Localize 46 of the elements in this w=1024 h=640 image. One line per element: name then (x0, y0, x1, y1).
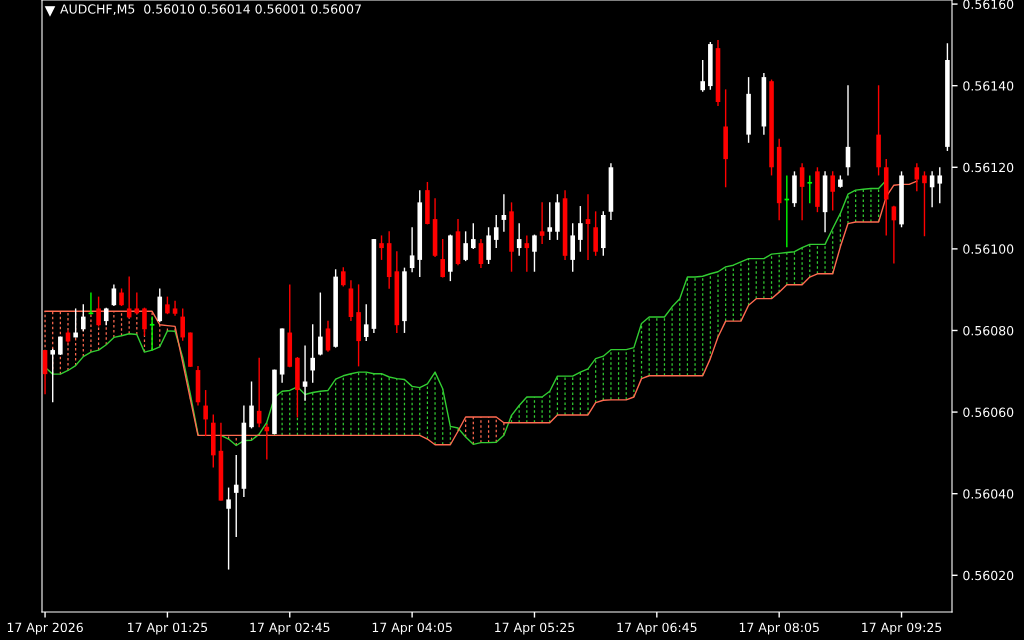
y-tick-label: 0.56080 (963, 325, 1014, 336)
candlestick (914, 162, 920, 193)
x-tick-label: 17 Apr 01:25 (128, 622, 208, 635)
x-tick-label: 17 Apr 08:05 (739, 622, 819, 635)
y-tick-label: 0.56160 (963, 0, 1014, 10)
candlestick (226, 486, 231, 571)
candlestick (532, 233, 537, 273)
y-tick-label: 0.56020 (963, 570, 1014, 581)
candlestick (409, 226, 415, 273)
candlestick (203, 389, 208, 437)
x-tick-label: 17 Apr 05:25 (495, 622, 575, 635)
x-tick-label: 17 Apr 02:45 (250, 622, 330, 635)
candlestick (830, 170, 835, 212)
candlestick (363, 303, 369, 342)
candlestick (493, 214, 499, 249)
x-tick-label: 17 Apr 2026 (7, 622, 83, 635)
candlestick (249, 380, 254, 430)
candlestick (501, 193, 507, 233)
y-tick-label: 0.56120 (963, 162, 1014, 173)
candlestick (700, 59, 705, 93)
candlestick (547, 201, 553, 241)
y-tick-label: 0.56140 (963, 81, 1014, 91)
candlestick (922, 170, 927, 237)
candlestick (806, 174, 813, 204)
candlestick (256, 357, 262, 428)
candlestick (524, 234, 530, 273)
y-tick-label: 0.56040 (963, 489, 1014, 499)
candlestick (379, 234, 384, 261)
candlestick (440, 238, 445, 279)
y-tick-label: 0.56100 (963, 244, 1014, 254)
y-tick-label: 0.56060 (963, 407, 1014, 418)
candlestick (310, 323, 315, 384)
candlestick (585, 193, 591, 261)
candlestick (233, 454, 239, 538)
candlestick (463, 230, 468, 262)
candlestick (318, 291, 323, 357)
candlestick (341, 266, 346, 288)
candlestick (937, 166, 943, 204)
candlestick (578, 205, 583, 253)
x-tick-label: 17 Apr 09:25 (862, 622, 942, 635)
candlestick (180, 307, 185, 342)
candlestick (539, 201, 545, 245)
annotation: AUDCHF,M5 0.56010 0.56014 0.56001 0.56007 (60, 4, 361, 15)
candlestick (471, 222, 476, 250)
x-tick-label: 17 Apr 06:45 (617, 622, 697, 635)
x-tick-label: 17 Apr 04:05 (372, 622, 452, 635)
